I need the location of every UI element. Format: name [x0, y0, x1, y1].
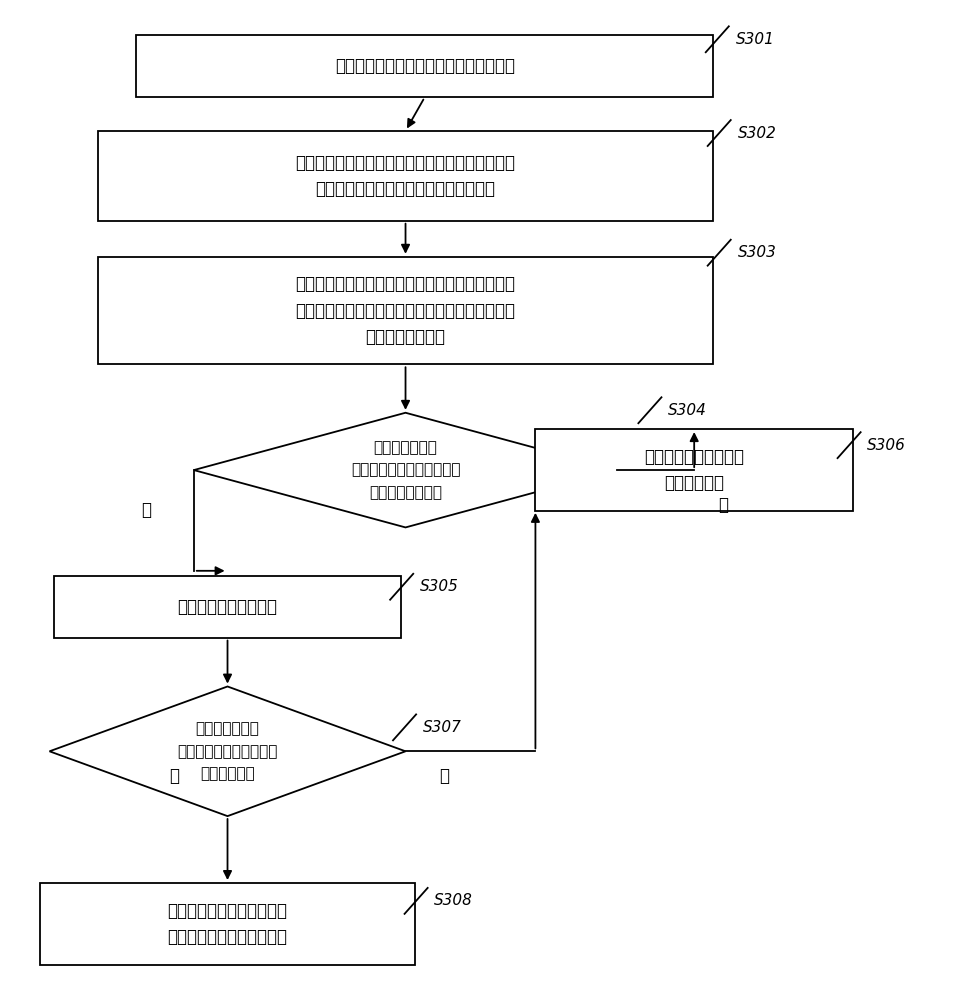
- Text: 在所述预设的存储器参数表中查找所述当前终端温
度所属的温度区间，以作为目标温度区间: 在所述预设的存储器参数表中查找所述当前终端温 度所属的温度区间，以作为目标温度区…: [295, 154, 515, 198]
- Text: 获取当前处理器使用率: 获取当前处理器使用率: [178, 598, 278, 616]
- Bar: [136, 35, 713, 97]
- Bar: [536, 429, 853, 511]
- Text: 判断所述当前终
端存储器参数与所述目标存
储器参数是否一致: 判断所述当前终 端存储器参数与所述目标存 储器参数是否一致: [350, 440, 460, 500]
- Text: 否: 否: [439, 767, 449, 785]
- Text: S306: S306: [868, 438, 906, 453]
- Text: 判断所述当前处
理器使用率是否超过预设
的使用率阈值: 判断所述当前处 理器使用率是否超过预设 的使用率阈值: [178, 722, 278, 781]
- Bar: [40, 883, 415, 965]
- Text: 是: 是: [718, 496, 728, 514]
- Bar: [54, 576, 400, 638]
- Text: S301: S301: [735, 32, 775, 47]
- Text: 以所述当前终端存储器
参数继续运行: 以所述当前终端存储器 参数继续运行: [645, 448, 744, 492]
- Text: 否: 否: [141, 501, 151, 519]
- Text: S307: S307: [423, 720, 461, 735]
- Text: 获取与所述目标温度区间相对应的存储器参数，并
将与所述目标温度区间相对应的存储器参数作为所
述目标存储器参数: 获取与所述目标温度区间相对应的存储器参数，并 将与所述目标温度区间相对应的存储器…: [295, 275, 515, 346]
- Text: S302: S302: [737, 126, 777, 141]
- Text: S303: S303: [737, 245, 777, 260]
- Bar: [97, 131, 713, 221]
- Polygon shape: [194, 413, 618, 527]
- Text: 将所述当前终端存储器参数
调节为所述目标存储器参数: 将所述当前终端存储器参数 调节为所述目标存储器参数: [168, 902, 288, 946]
- Text: 检测当前终端存储器参数和当前终端温度: 检测当前终端存储器参数和当前终端温度: [335, 57, 514, 75]
- Text: 是: 是: [170, 767, 179, 785]
- Text: S304: S304: [668, 403, 707, 418]
- Polygon shape: [49, 686, 405, 816]
- Text: S305: S305: [420, 579, 458, 594]
- Bar: [97, 257, 713, 364]
- Text: S308: S308: [434, 893, 473, 908]
